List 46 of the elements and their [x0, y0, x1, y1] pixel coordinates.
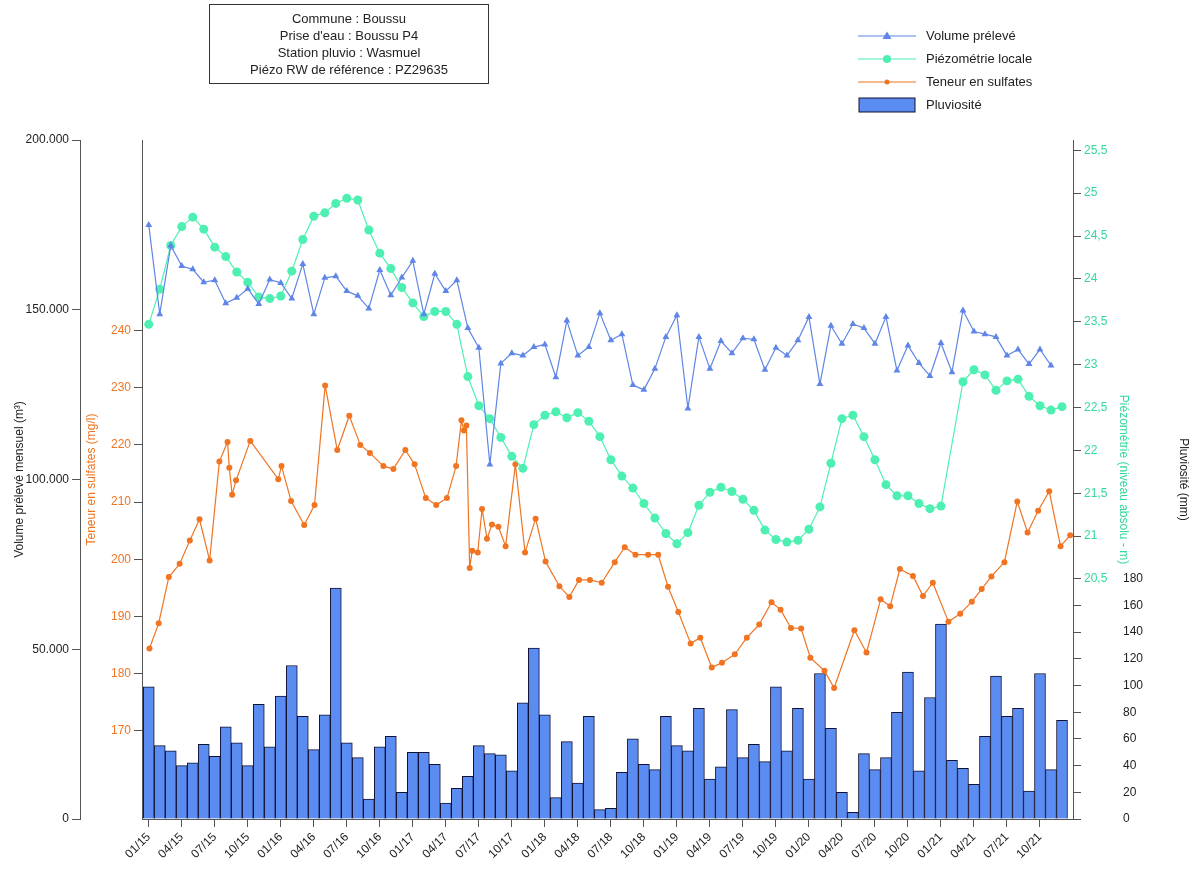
text: Piézo RW de référence : PZ29635: [249, 61, 449, 78]
y3-tick-label: 240: [110, 322, 132, 337]
y3-tick-label: 220: [110, 437, 132, 452]
y3-tick-label: 210: [110, 494, 132, 509]
legend-label: Pluviosité: [926, 97, 982, 112]
y-tick-label: 0: [1123, 811, 1130, 826]
y-tick-label: 0: [62, 811, 70, 826]
y2-tick-label: 22,5: [1084, 399, 1108, 414]
y-tick-label: 180: [1123, 571, 1144, 586]
legend-label: Piézométrie locale: [926, 51, 1033, 66]
y3-axis-title: Teneur en sulfates (mg/l): [83, 413, 98, 546]
y-tick-label: 100: [1123, 677, 1144, 692]
y-axis-title: Volume prélevé mensuel (m³): [11, 401, 26, 558]
y-tick-label: 100.000: [25, 471, 70, 486]
y2-tick-label: 22: [1084, 442, 1098, 457]
text: Commune : Boussu: [290, 10, 408, 27]
y-axis-title: Pluviosité (mm): [1177, 438, 1192, 521]
y3-tick-label: 200: [110, 551, 132, 566]
y-tick-label: 120: [1123, 651, 1144, 666]
y2-tick-label: 23: [1084, 356, 1098, 371]
y3-tick-label: 190: [110, 608, 132, 623]
y2-tick-label: 23,5: [1084, 314, 1108, 329]
y-tick-label: 140: [1123, 624, 1144, 639]
y3-tick-label: 170: [110, 723, 132, 738]
y2-axis-title: Piézométrie (niveau absolu - m): [1117, 394, 1132, 565]
y2-tick-label: 24: [1084, 271, 1098, 286]
y2-tick-label: 21: [1084, 528, 1098, 543]
text: Station pluvio : Wasmuel: [276, 44, 422, 61]
y-tick-label: 50.000: [32, 641, 70, 656]
y2-tick-label: 21,5: [1084, 485, 1108, 500]
y2-tick-label: 25,5: [1084, 142, 1108, 157]
y-tick-label: 60: [1123, 731, 1137, 746]
y-tick-label: 150.000: [25, 302, 70, 317]
y3-tick-label: 180: [110, 666, 132, 681]
y-tick-label: 20: [1123, 784, 1137, 799]
y-tick-label: 40: [1123, 757, 1137, 772]
y2-tick-label: 25: [1084, 185, 1098, 200]
y-tick-label: 200.000: [25, 132, 70, 147]
y3-tick-label: 230: [110, 380, 132, 394]
text: Prise d'eau : Boussu P4: [278, 27, 420, 44]
legend-label: Volume prélevé: [926, 28, 1016, 43]
y2-tick-label: 24,5: [1084, 228, 1108, 243]
y-tick-label: 80: [1123, 704, 1137, 719]
y2-tick-label: 20,5: [1084, 571, 1108, 586]
y-tick-label: 160: [1123, 597, 1144, 612]
legend-label: Teneur en sulfates: [926, 74, 1033, 89]
